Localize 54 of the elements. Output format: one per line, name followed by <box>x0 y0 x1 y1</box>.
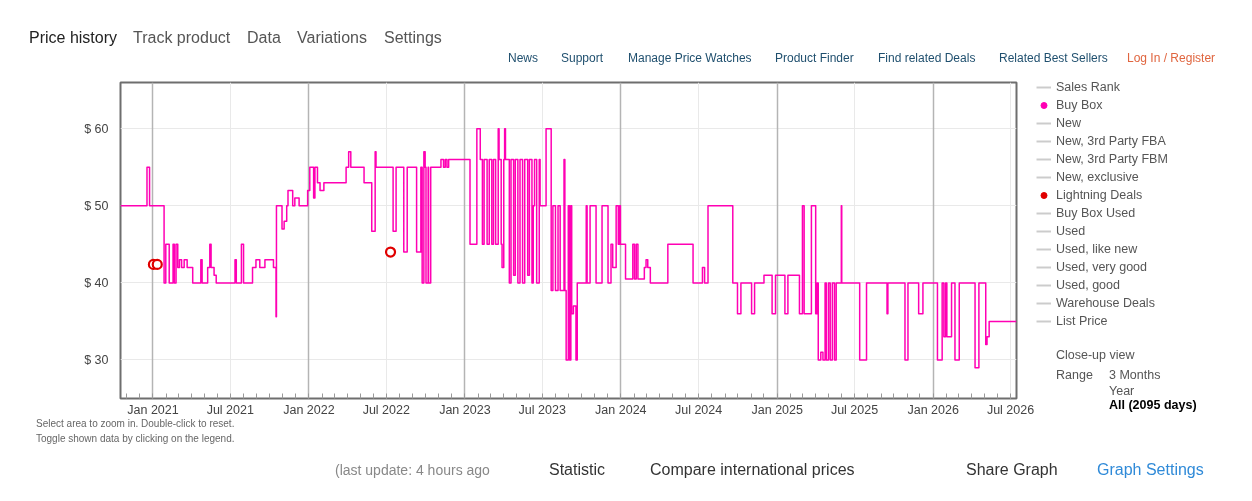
legend-label: New <box>1056 115 1082 132</box>
legend-label: Lightning Deals <box>1056 187 1143 204</box>
legend-label: Used, like new <box>1056 241 1138 258</box>
text: Data <box>247 29 281 47</box>
text: Close-up view <box>1056 348 1135 363</box>
y-tick-label: $ 50 <box>84 198 109 213</box>
legend-label: Buy Box Used <box>1056 205 1136 222</box>
text: Price history <box>29 29 118 47</box>
text: Support <box>561 51 604 66</box>
text: Year <box>1109 384 1135 399</box>
text: Select area to zoom in. Double-click to reset. <box>36 417 235 429</box>
text: Variations <box>297 29 367 47</box>
legend-label: Warehouse Deals <box>1056 295 1155 312</box>
text: News <box>508 51 539 66</box>
x-tick-label: Jan 2023 <box>439 402 491 417</box>
text: Statistic <box>549 461 606 479</box>
x-tick-label: Jan 2022 <box>283 402 335 417</box>
x-tick-label: Jul 2026 <box>986 402 1035 417</box>
text: All (2095 days) <box>1109 398 1197 413</box>
text: Range <box>1056 368 1093 383</box>
legend-label: Sales Rank <box>1056 79 1120 96</box>
text: 3 Months <box>1109 368 1161 383</box>
legend-label: Used <box>1056 223 1086 240</box>
legend-label: New, exclusive <box>1056 169 1139 186</box>
text: Find related Deals <box>878 51 976 66</box>
y-tick-label: $ 60 <box>84 121 109 136</box>
text: Log In / Register <box>1127 51 1216 66</box>
text: Manage Price Watches <box>628 51 752 66</box>
text: Product Finder <box>775 51 854 66</box>
x-tick-label: Jan 2026 <box>907 402 959 417</box>
legend-label: List Price <box>1056 313 1108 330</box>
text: (last update: 4 hours ago <box>335 462 490 479</box>
x-tick-label: Jul 2024 <box>674 402 723 417</box>
legend-label: Used, very good <box>1056 259 1148 276</box>
x-tick-label: Jul 2022 <box>362 402 410 417</box>
text: Compare international prices <box>650 461 855 479</box>
x-tick-label: Jul 2025 <box>830 402 879 417</box>
x-tick-label: Jan 2025 <box>751 402 803 417</box>
text: Related Best Sellers <box>999 51 1108 66</box>
legend-label: New, 3rd Party FBA <box>1056 133 1166 150</box>
x-tick-label: Jul 2021 <box>206 402 254 417</box>
x-tick-label: Jan 2021 <box>127 402 179 417</box>
legend-label: Buy Box <box>1056 97 1103 114</box>
x-tick-label: Jan 2024 <box>595 402 647 417</box>
y-tick-label: $ 40 <box>84 275 109 290</box>
text: Track product <box>133 29 231 47</box>
x-tick-label: Jul 2023 <box>518 402 566 417</box>
y-tick-label: $ 30 <box>84 352 109 367</box>
text: Graph Settings <box>1097 461 1204 479</box>
text: Toggle shown data by clicking on the legend. <box>36 432 235 444</box>
text: Settings <box>384 29 442 47</box>
text: Share Graph <box>966 461 1058 479</box>
legend-label: New, 3rd Party FBM <box>1056 151 1168 168</box>
legend-label: Used, good <box>1056 277 1120 294</box>
